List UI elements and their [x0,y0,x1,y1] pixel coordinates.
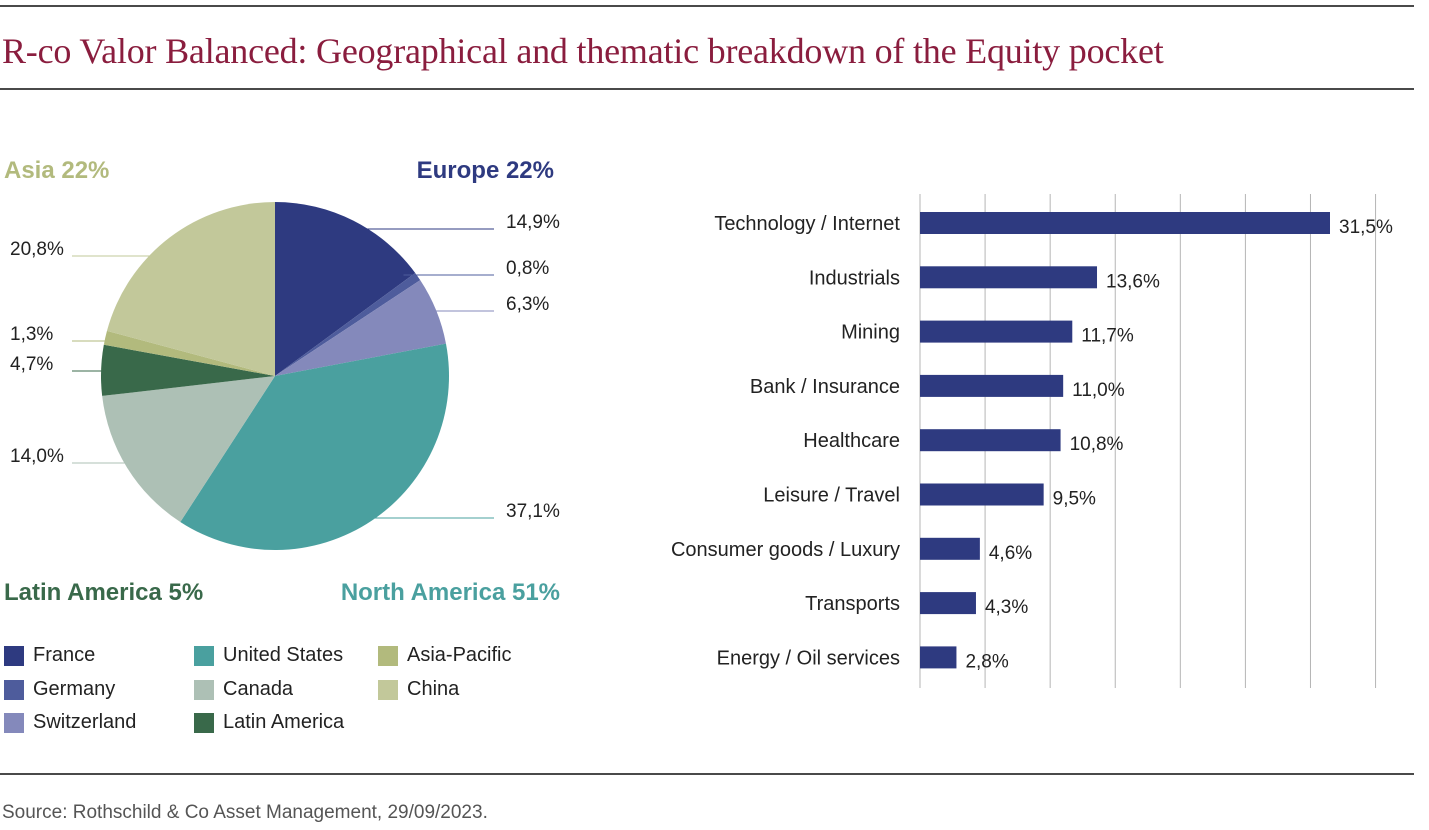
pie-slice-canada [102,376,275,522]
pie-slice-france [275,202,416,376]
legend-item-latin-america: Latin America [194,711,344,734]
region-label-europe: Europe 22% [417,157,554,184]
bar-category-label: Consumer goods / Luxury [671,539,900,561]
legend-swatch [4,679,24,700]
pie-slice-switzerland [275,280,446,376]
bar-technology-internet [920,212,1330,234]
pie-label-asia-pacific: 1,3% [10,324,53,345]
bar-value-label: 9,5% [1053,489,1096,510]
bar-value-label: 11,0% [1072,380,1125,401]
pie-label-latin-america: 4,7% [10,354,53,375]
source-note: Source: Rothschild & Co Asset Management… [2,802,488,823]
pie-label-germany: 0,8% [506,258,549,279]
bar-category-label: Industrials [809,267,900,289]
region-label-latin-america: Latin America 5% [4,579,203,606]
legend-swatch [4,712,24,733]
bar-value-label: 11,7% [1081,326,1134,347]
bar-value-label: 31,5% [1339,217,1393,238]
bar-bank-insurance [920,374,1064,397]
legend-swatch [378,679,398,700]
legend-label: France [33,644,96,666]
bar-category-label: Mining [841,322,900,344]
pie-label-china: 20,8% [10,239,64,260]
bar-value-label: 4,6% [989,543,1032,564]
pie-slice-asia-pacific [103,330,275,376]
bar-mining [920,320,1073,343]
pie-label-switzerland: 6,3% [506,294,549,315]
bar-value-label: 10,8% [1070,434,1124,455]
bar-category-label: Transports [805,593,900,615]
footer-rule [0,773,1414,775]
page-title: R-co Valor Balanced: Geographical and th… [2,31,1164,71]
bar-transports [920,592,976,615]
legend-item-canada: Canada [194,678,293,701]
bar-consumer-goods-luxury [920,537,980,560]
bar-category-label: Leisure / Travel [763,485,900,507]
legend-swatch [4,645,24,666]
bar-value-label: 13,6% [1106,271,1160,292]
bar-healthcare [920,429,1061,452]
pie-label-united-states: 37,1% [506,501,560,522]
legend-item-germany: Germany [4,678,115,701]
pie-slice-latin-america [101,344,275,396]
legend-item-united-states: United States [194,644,343,667]
pie-label-france: 14,9% [506,212,560,233]
legend-label: Switzerland [33,711,137,733]
legend-label: China [407,678,460,700]
legend-label: Asia-Pacific [407,644,512,666]
legend-label: Latin America [223,711,345,733]
legend-item-switzerland: Switzerland [4,711,136,734]
legend-swatch [194,679,214,700]
legend-item-china: China [378,678,459,701]
pie-slice-china [106,202,276,376]
legend-item-asia-pacific: Asia-Pacific [378,644,511,667]
pie-label-canada: 14,0% [10,446,64,467]
pie-slice-germany [275,272,421,376]
region-label-north-america: North America 51% [341,579,560,606]
legend-item-france: France [4,644,95,667]
bar-category-label: Bank / Insurance [750,376,900,398]
title-rule [0,88,1414,90]
bar-category-label: Healthcare [803,430,900,452]
legend-label: Canada [223,678,294,700]
legend-swatch [194,645,214,666]
pie-slice-united-states [180,343,450,550]
bar-value-label: 2,8% [965,651,1008,672]
legend-label: United States [223,644,344,666]
bar-category-label: Technology / Internet [714,213,900,235]
top-rule [0,5,1414,7]
legend-label: Germany [33,678,116,700]
bar-leisure-travel [920,483,1044,506]
bar-industrials [920,266,1098,289]
legend-swatch [378,645,398,666]
bar-value-label: 4,3% [985,597,1028,618]
bar-energy-oil-services [920,646,957,669]
bar-category-label: Energy / Oil services [717,647,900,669]
legend-swatch [194,712,214,733]
region-label-asia: Asia 22% [4,157,109,184]
